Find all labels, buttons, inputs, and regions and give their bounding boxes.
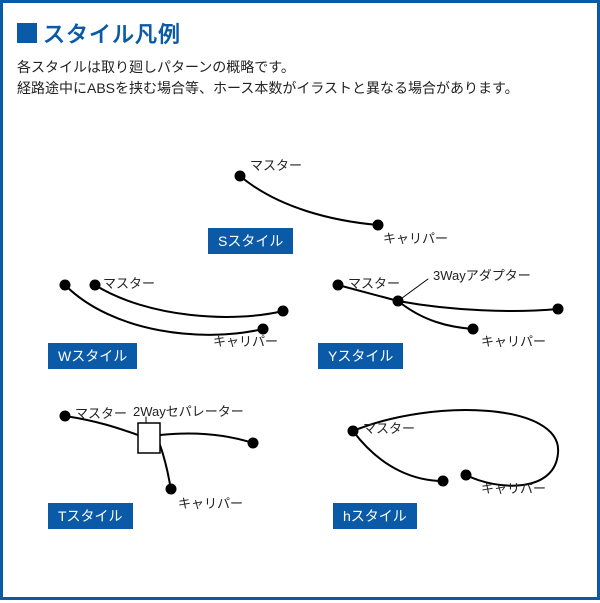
style-tag-t: Tスタイル bbox=[48, 503, 133, 529]
label-h-1: キャリパー bbox=[481, 478, 546, 497]
description: 各スタイルは取り廻しパターンの概略です。 経路途中にABSを挟む場合等、ホース本… bbox=[3, 57, 597, 107]
desc-line-2: 経路途中にABSを挟む場合等、ホース本数がイラストと異なる場合があります。 bbox=[17, 78, 583, 99]
page-title: スタイル凡例 bbox=[43, 17, 181, 49]
label-s-1: キャリパー bbox=[383, 228, 448, 247]
label-t-2: キャリパー bbox=[178, 493, 243, 512]
label-t-1: 2Wayセパレーター bbox=[133, 401, 244, 420]
header: スタイル凡例 bbox=[3, 3, 597, 57]
label-y-0: マスター bbox=[348, 273, 400, 292]
header-square-icon bbox=[17, 23, 37, 43]
style-tag-s: Sスタイル bbox=[208, 228, 293, 254]
style-tag-y: Yスタイル bbox=[318, 343, 403, 369]
label-w-0: マスター bbox=[103, 273, 155, 292]
label-s-0: マスター bbox=[250, 155, 302, 174]
style-tag-w: Wスタイル bbox=[48, 343, 137, 369]
desc-line-1: 各スタイルは取り廻しパターンの概略です。 bbox=[17, 57, 583, 78]
label-t-0: マスター bbox=[75, 403, 127, 422]
label-h-0: マスター bbox=[363, 418, 415, 437]
label-y-1: 3Wayアダプター bbox=[433, 265, 531, 284]
label-w-1: キャリパー bbox=[213, 331, 278, 350]
style-tag-h: hスタイル bbox=[333, 503, 417, 529]
label-y-2: キャリパー bbox=[481, 331, 546, 350]
